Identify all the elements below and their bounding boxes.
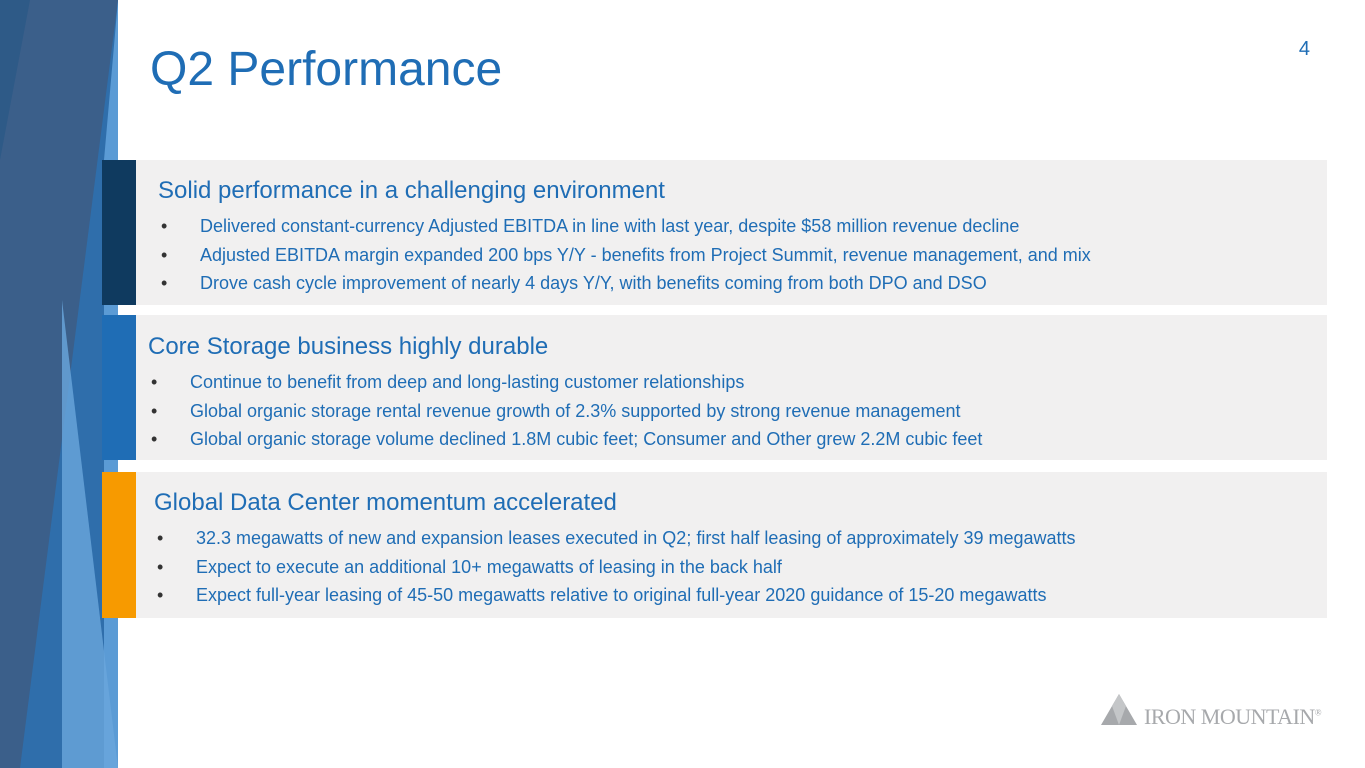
bullet-marker: •	[161, 216, 168, 236]
bullet-marker: •	[151, 400, 158, 421]
bullet-text: Expect full-year leasing of 45-50 megawa…	[196, 585, 1047, 605]
panel-accent-bar	[102, 472, 136, 618]
panel-accent-bar	[102, 160, 136, 305]
list-item: • Drove cash cycle improvement of nearly …	[158, 269, 1091, 298]
list-item: • Adjusted EBITDA margin expanded 200 bps…	[158, 241, 1091, 270]
mountain-icon	[1101, 694, 1137, 725]
list-item: • Global organic storage volume declined …	[148, 425, 982, 454]
bullet-text: Delivered constant-currency Adjusted EBI…	[200, 216, 1020, 236]
panel-heading: Global Data Center momentum accelerated	[154, 489, 617, 516]
bullet-marker: •	[151, 429, 158, 449]
bullet-text: Global organic storage volume declined 1…	[190, 429, 983, 449]
panel-solid-performance: Solid performance in a challenging envir…	[102, 160, 1327, 305]
bullet-marker: •	[151, 372, 158, 392]
list-item: • Delivered constant-currency Adjusted EB…	[158, 212, 1091, 241]
bullet-marker: •	[161, 273, 168, 293]
panel-data-center: Global Data Center momentum accelerated …	[102, 472, 1327, 618]
bullet-text: Continue to benefit from deep and long-l…	[190, 372, 745, 392]
bullet-text: Drove cash cycle improvement of nearly 4…	[200, 273, 987, 293]
bullet-marker: •	[157, 585, 164, 605]
bullet-marker: •	[161, 244, 168, 265]
bullet-list: • Delivered constant-currency Adjusted EB…	[158, 212, 1091, 298]
list-item: • 32.3 megawatts of new and expansion lea…	[154, 524, 1076, 553]
list-item: • Expect to execute an additional 10+ meg…	[154, 553, 1076, 582]
bullet-text: 32.3 megawatts of new and expansion leas…	[196, 528, 1076, 548]
panel-heading: Solid performance in a challenging envir…	[158, 177, 665, 204]
bullet-text: Global organic storage rental revenue gr…	[190, 400, 961, 421]
panel-accent-bar	[102, 315, 136, 460]
logo-wordmark: IRON MOUNTAIN®	[1144, 704, 1322, 729]
page-number: 4	[1298, 38, 1310, 60]
iron-mountain-logo: IRON MOUNTAIN®	[1100, 692, 1330, 732]
list-item: • Expect full-year leasing of 45-50 megaw…	[154, 581, 1076, 610]
bullet-list: • 32.3 megawatts of new and expansion lea…	[154, 524, 1076, 610]
slide-title: Q2 Performance	[150, 43, 503, 96]
list-item: • Continue to benefit from deep and long-…	[148, 368, 982, 397]
bullet-marker: •	[157, 528, 164, 548]
bullet-text: Adjusted EBITDA margin expanded 200 bps …	[200, 244, 1091, 265]
list-item: • Global organic storage rental revenue g…	[148, 397, 982, 426]
panel-heading: Core Storage business highly durable	[148, 333, 549, 360]
bullet-list: • Continue to benefit from deep and long-…	[148, 368, 982, 454]
panel-core-storage: Core Storage business highly durable • Co…	[102, 315, 1327, 460]
registered-mark: ®	[1314, 707, 1322, 718]
bullet-text: Expect to execute an additional 10+ mega…	[196, 556, 782, 577]
bullet-marker: •	[157, 556, 164, 577]
